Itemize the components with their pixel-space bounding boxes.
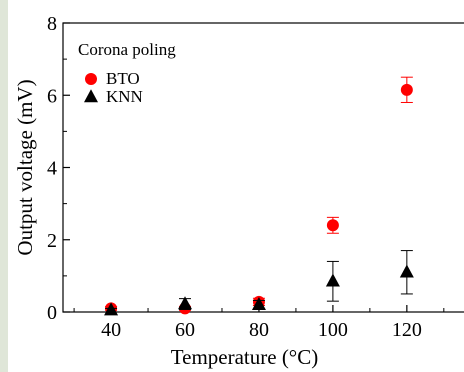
y-tick-label: 8 [47, 13, 57, 35]
chart-figure: 0 2 4 6 8 40 60 80 100 120 Corona poling BTO KNN T… [8, 0, 464, 372]
x-tick-label: 40 [101, 319, 121, 341]
series-bto [105, 76, 413, 315]
axes: 0 2 4 6 8 40 60 80 100 120 [47, 13, 464, 341]
x-tick-label: 80 [249, 319, 269, 341]
legend-entry-bto: BTO [106, 69, 140, 88]
y-tick-label: 0 [47, 302, 57, 324]
data-point [326, 219, 339, 232]
x-tick-label: 60 [175, 319, 195, 341]
data-point [251, 296, 266, 310]
x-tick-label: 100 [318, 319, 348, 341]
series-knn [104, 250, 414, 316]
data-marks [104, 76, 414, 316]
legend-entry-knn: KNN [106, 87, 143, 106]
y-axis-title: Output voltage (mV) [13, 79, 37, 255]
data-point [400, 83, 413, 96]
legend-marker [84, 89, 98, 103]
data-point [399, 264, 414, 278]
data-point [325, 273, 340, 287]
legend-title: Corona poling [78, 40, 176, 59]
y-tick-label: 6 [47, 85, 57, 107]
legend-marker [85, 73, 97, 85]
plot-frame [62, 22, 464, 313]
x-tick-label: 120 [392, 319, 422, 341]
y-tick-label: 2 [47, 230, 57, 252]
data-point [104, 302, 119, 316]
data-point [178, 296, 193, 310]
x-axis-title: Temperature (°C) [171, 345, 318, 369]
y-tick-label: 4 [47, 158, 57, 180]
